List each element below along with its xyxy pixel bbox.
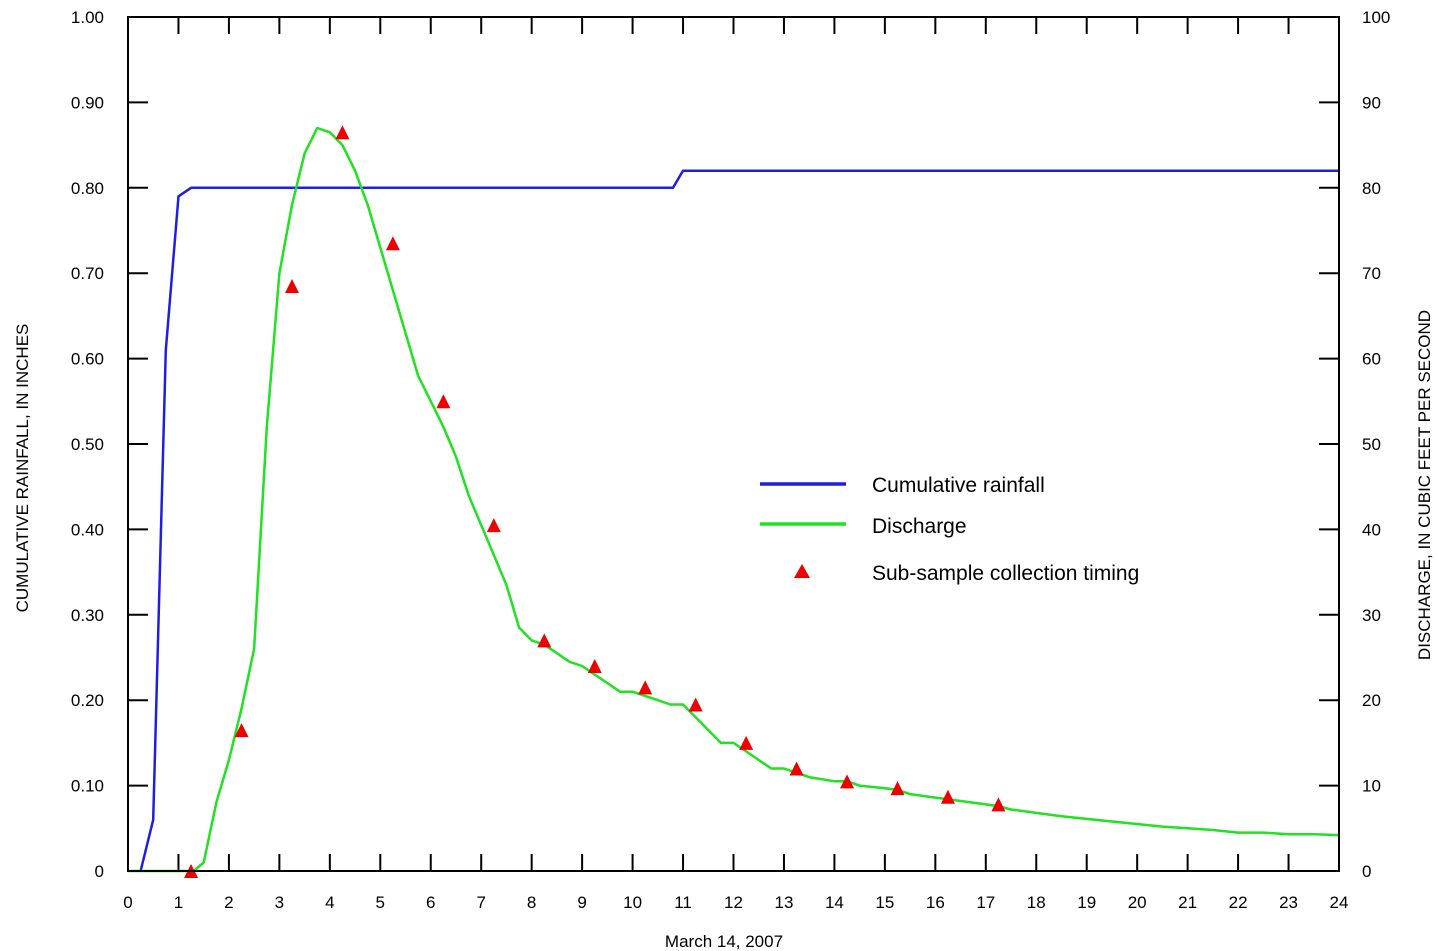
y-left-tick-label: 0.90 — [71, 93, 104, 112]
x-tick-label: 17 — [976, 893, 995, 912]
y-right-tick-label: 0 — [1362, 862, 1371, 881]
y-left-tick-label: 0.60 — [71, 350, 104, 369]
y-right-tick-label: 20 — [1362, 691, 1381, 710]
y-left-tick-labels: 0 0.10 0.20 0.30 0.40 0.50 0.60 0.70 0.80 0.90 1.0… — [71, 8, 104, 881]
y-right-tick-label: 70 — [1362, 264, 1381, 283]
x-tick-label: 8 — [527, 893, 536, 912]
subsample-marker — [940, 789, 955, 804]
y-left-tick-label: 0.80 — [71, 179, 104, 198]
y-left-tick-label: 0.70 — [71, 264, 104, 283]
x-tick-label: 6 — [426, 893, 435, 912]
subsample-marker — [638, 680, 653, 695]
y-left-tick-label: 1.00 — [71, 8, 104, 27]
y-left-tick-label: 0.20 — [71, 691, 104, 710]
subsample-marker — [688, 697, 703, 712]
x-tick-label: 14 — [825, 893, 844, 912]
x-tick-label: 12 — [724, 893, 743, 912]
x-tick-label: 21 — [1178, 893, 1197, 912]
y-right-axis-title: DISCHARGE, IN CUBIC FEET PER SECOND — [1415, 310, 1434, 660]
x-tick-label: 3 — [275, 893, 284, 912]
subsample-marker — [890, 781, 905, 796]
y-right-tick-labels: 0 10 20 30 40 50 60 70 80 90 100 — [1362, 8, 1390, 881]
x-tick-label: 10 — [623, 893, 642, 912]
y-right-tick-label: 30 — [1362, 606, 1381, 625]
x-tick-label: 9 — [577, 893, 586, 912]
x-tick-label: 18 — [1027, 893, 1046, 912]
legend-label-discharge: Discharge — [872, 515, 967, 538]
x-tick-label: 11 — [674, 893, 692, 912]
y-right-tick-label: 40 — [1362, 520, 1381, 539]
y-right-tick-label: 100 — [1362, 8, 1390, 27]
subsample-marker — [335, 125, 350, 140]
x-tick-label: 7 — [476, 893, 485, 912]
x-tick-label: 13 — [774, 893, 793, 912]
subsample-marker — [284, 279, 299, 294]
y-left-tick-label: 0.30 — [71, 606, 104, 625]
y-left-tick-label: 0 — [95, 862, 104, 881]
x-tick-label: 1 — [174, 893, 183, 912]
x-tick-label: 24 — [1330, 893, 1349, 912]
x-tick-label: 2 — [224, 893, 233, 912]
cumulative-rainfall-line — [139, 169, 1339, 872]
subsample-marker — [991, 797, 1006, 812]
x-tick-label: 23 — [1279, 893, 1298, 912]
y-left-tick-label: 0.10 — [71, 777, 104, 796]
legend: Cumulative rainfall Discharge Sub-sample… — [760, 474, 1139, 585]
y-right-tick-label: 80 — [1362, 179, 1381, 198]
y-right-tick-label: 60 — [1362, 350, 1381, 369]
x-tick-label: 19 — [1077, 893, 1096, 912]
discharge-line — [128, 126, 1340, 873]
x-axis-title: March 14, 2007 — [665, 932, 783, 951]
legend-label-subsample: Sub-sample collection timing — [872, 562, 1139, 585]
subsample-marker — [486, 518, 501, 533]
x-tick-label: 16 — [926, 893, 945, 912]
subsample-marker — [739, 735, 754, 750]
legend-label-rainfall: Cumulative rainfall — [872, 474, 1045, 497]
plot-frame — [127, 16, 1340, 872]
x-tick-label: 22 — [1229, 893, 1248, 912]
y-left-tick-label: 0.50 — [71, 435, 104, 454]
subsample-marker — [587, 659, 602, 674]
x-tick-label: 5 — [376, 893, 385, 912]
y-right-tick-label: 10 — [1362, 777, 1381, 796]
x-tick-labels: 0 1 2 3 4 5 6 7 8 9 10 11 12 13 14 15 16 17 18 19 20 21 22 23 24 — [123, 893, 1348, 912]
subsample-marker — [840, 774, 855, 789]
subsample-marker — [234, 723, 249, 738]
subsample-marker — [789, 761, 804, 776]
y-left-axis-title: CUMULATIVE RAINFALL, IN INCHES — [13, 324, 32, 613]
y-right-tick-label: 90 — [1362, 93, 1381, 112]
x-tick-label: 20 — [1128, 893, 1147, 912]
x-tick-label: 15 — [875, 893, 894, 912]
y-left-tick-label: 0.40 — [71, 520, 104, 539]
legend-swatch-subsample — [794, 564, 810, 578]
y-right-tick-label: 50 — [1362, 435, 1381, 454]
subsample-marker — [385, 236, 400, 251]
x-tick-label: 4 — [325, 893, 334, 912]
subsample-marker — [436, 394, 451, 409]
subsample-marker — [537, 633, 552, 648]
x-tick-label: 0 — [123, 893, 132, 912]
series-layer — [128, 125, 1340, 878]
